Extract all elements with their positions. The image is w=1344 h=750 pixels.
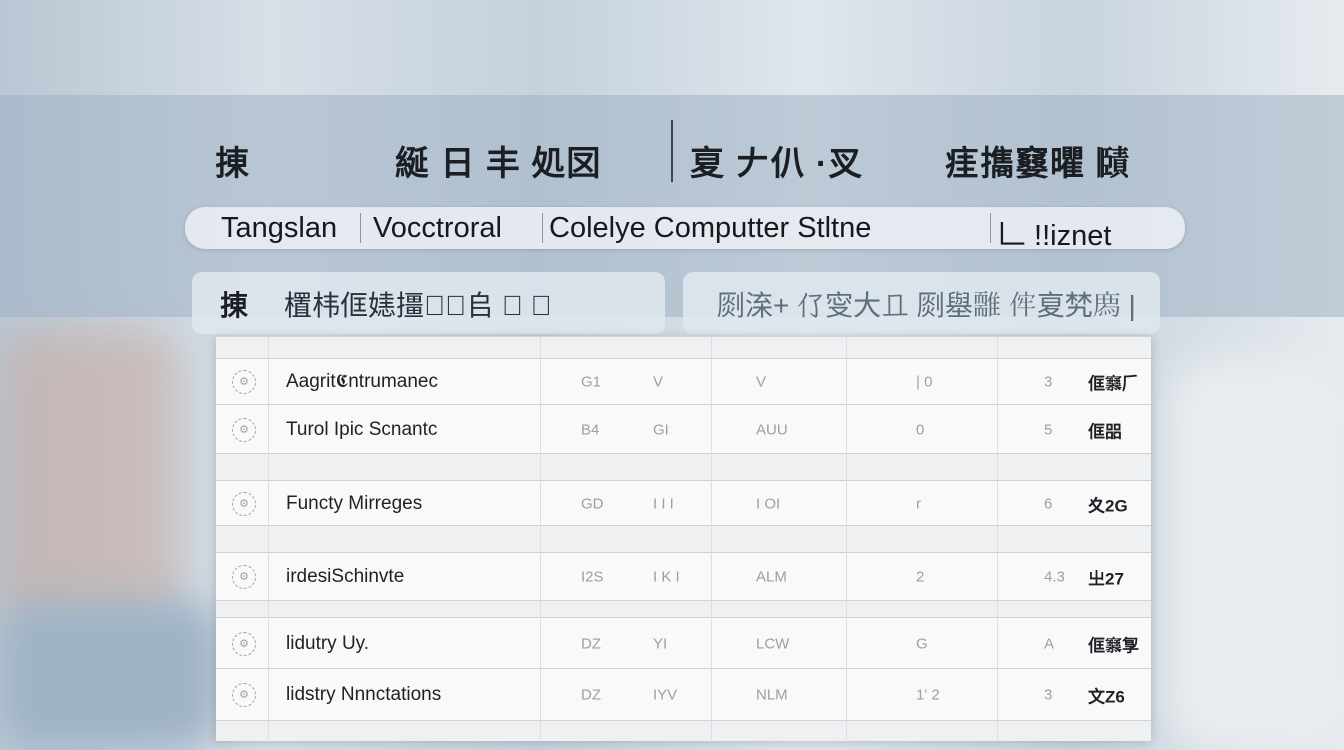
row-cell-c5: 5 (1044, 421, 1053, 438)
title-segment: 㾏㩦䆯㬬 𧷤 (945, 145, 1131, 183)
row-cell-c3: LCW (756, 635, 790, 652)
subtitle-divider (542, 213, 543, 243)
gear-icon: ⚙ (232, 370, 256, 394)
table-spacer (216, 336, 1151, 359)
subtitle-bar: Tangslan Vocctroral Colelye Computter St… (185, 207, 1185, 252)
row-cell-c5: 4.3 (1044, 568, 1065, 586)
column-divider (540, 336, 541, 740)
row-cell-c5: 6 (1044, 495, 1053, 512)
column-divider (846, 336, 847, 740)
subtitle-segment: Tangslan (221, 212, 338, 244)
row-cell-c4: r (916, 495, 921, 512)
subtitle-segment: 𠃊 !!iznet (997, 220, 1112, 252)
row-cell-c1: GD (581, 495, 604, 512)
row-cell-c2: GI (653, 421, 669, 438)
row-cell-c5: 3 (1044, 373, 1053, 391)
row-cell-c3: ALM (756, 568, 787, 586)
row-cell-c4: | 0 (916, 373, 933, 391)
title-segment: 㨂 (215, 145, 250, 183)
row-cell-c4: 1' 2 (916, 686, 940, 704)
table-row[interactable]: ⚙ Aagrit𝕮ntrumanec G1 V V | 0 3 㑌𢥜𠂆 (216, 358, 1151, 405)
background-shape (1170, 360, 1344, 750)
row-cell-c4: 2 (916, 568, 925, 586)
table-row[interactable]: ⚙ lidutry Uy. DZ YI LCW G A 㑌𢥜㝁 (216, 617, 1151, 669)
row-name: Aagrit𝕮ntrumanec (286, 371, 438, 392)
row-cell-c2: IYV (653, 686, 678, 704)
tab-secondary[interactable]: 㓹㳿+ 𠆨㝕大𠀃 㓹𡒊𩁃 𠈭㚆㭝𢊁 | (683, 272, 1160, 334)
gear-icon: ⚙ (232, 417, 256, 442)
row-cell-c1: B4 (581, 421, 600, 438)
tab-label: 㓹㳿+ 𠆨㝕大𠀃 㓹𡒊𩁃 𠈭㚆㭝𢊁 | (717, 290, 1136, 321)
gear-icon: ⚙ (232, 565, 256, 589)
title-segment: 㚆 𠂇仈 ·㕚 (690, 145, 864, 183)
row-cell-c1: DZ (581, 686, 601, 704)
table-spacer (216, 525, 1151, 553)
row-cell-c3: V (756, 373, 767, 391)
table-row[interactable]: ⚙ lidstry Nnnctations DZ IYV NLM 1' 2 3 文Z6 (216, 668, 1151, 721)
row-name: lidstry Nnnctations (286, 684, 442, 705)
row-cell-c6: 㑌㗊 (1088, 422, 1122, 441)
table-row[interactable]: ⚙ Turol Ipic Scnantc B4 GI AUU 0 5 㑌㗊 (216, 404, 1151, 454)
tab-primary[interactable]: 㨂 㯰㭏㑌㜇㩖𠆧𠀒𠂤 𢥜 𢕄 (192, 272, 665, 334)
gear-icon: ⚙ (232, 683, 256, 707)
row-cell-c5: 3 (1044, 686, 1053, 704)
page-title: 㨂 綖 日 丰 処㘝 㚆 𠂇仈 ·㕚 㾏㩦䆯㬬 𧷤 (0, 128, 1344, 183)
table-spacer (216, 720, 1151, 741)
row-cell-c5: A (1044, 635, 1055, 652)
row-cell-c3: I OI (756, 495, 781, 512)
table-spacer (216, 600, 1151, 618)
background-shape (0, 600, 220, 750)
column-divider (997, 336, 998, 740)
row-cell-c6: 㑌𢥜𠂆 (1088, 374, 1139, 394)
table-row[interactable]: ⚙ Functy Mirreges GD I I I I OI r 6 夊2G (216, 480, 1151, 526)
data-table: ⚙ Aagrit𝕮ntrumanec G1 V V | 0 3 㑌𢥜𠂆 ⚙ Turol Ipic … (216, 336, 1151, 741)
gear-icon: ⚙ (232, 491, 256, 516)
row-cell-c1: G1 (581, 373, 602, 391)
row-cell-c3: NLM (756, 686, 788, 704)
row-name: Functy Mirreges (286, 492, 423, 514)
subtitle-segment: Vocctroral (373, 212, 502, 244)
row-cell-c6: 文Z6 (1088, 687, 1125, 707)
row-cell-c2: V (653, 373, 664, 391)
row-cell-c2: I I I (653, 495, 674, 512)
table-row[interactable]: ⚙ irdesiSchinvte I2S I K I ALM 2 4.3 㞢27 (216, 552, 1151, 601)
row-cell-c6: 夊2G (1088, 496, 1128, 515)
subtitle-segment: Colelye Computter Stltne (549, 212, 872, 244)
tab-label: 㯰㭏㑌㜇㩖𠆧𠀒𠂤 𢥜 𢕄 (284, 290, 552, 321)
row-name: irdesiSchinvte (286, 566, 405, 587)
title-segment: 綖 日 丰 処㘝 (395, 145, 602, 183)
tab-icon: 㨂 (220, 290, 249, 321)
column-divider (268, 336, 269, 740)
row-cell-c6: 㞢27 (1088, 569, 1124, 589)
row-cell-c1: I2S (581, 568, 604, 586)
row-cell-c3: AUU (756, 421, 788, 438)
row-cell-c2: YI (653, 635, 668, 652)
row-name: lidutry Uy. (286, 632, 370, 654)
title-divider (671, 120, 673, 182)
row-cell-c4: 0 (916, 421, 925, 438)
row-name: Turol Ipic Scnantc (286, 418, 438, 440)
background-shape (0, 330, 180, 630)
table-spacer (216, 453, 1151, 481)
subtitle-divider (990, 213, 991, 243)
row-cell-c1: DZ (581, 635, 601, 652)
row-cell-c2: I K I (653, 568, 680, 586)
row-cell-c6: 㑌𢥜㝁 (1088, 636, 1139, 655)
gear-icon: ⚙ (232, 631, 256, 656)
subtitle-divider (360, 213, 361, 243)
column-divider (711, 336, 712, 740)
row-cell-c4: G (916, 635, 928, 652)
